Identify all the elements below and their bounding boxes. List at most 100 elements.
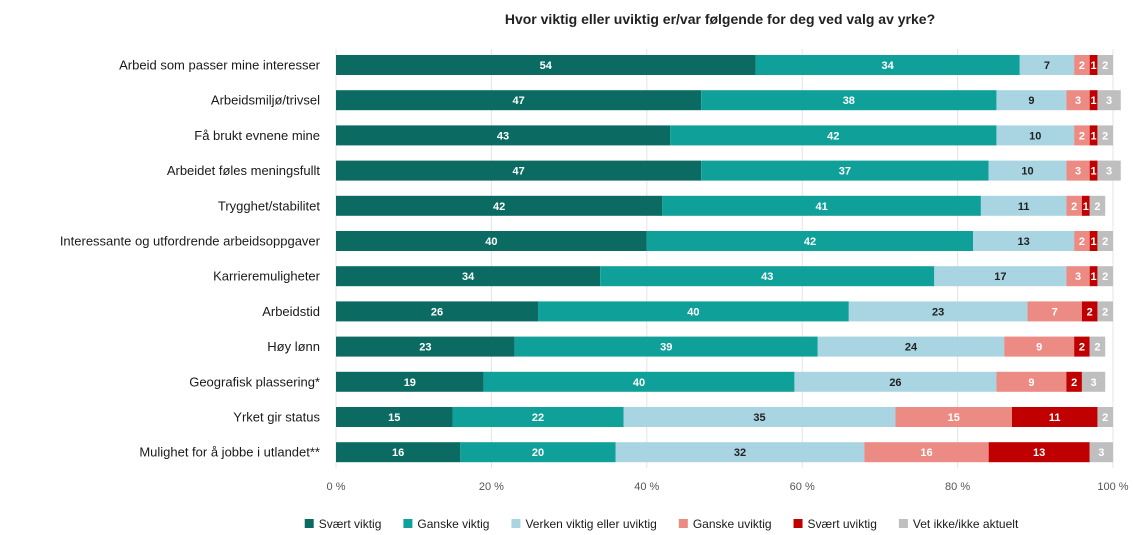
category-label: Interessante og utfordrende arbeidsoppga… (60, 234, 321, 249)
data-label: 38 (843, 95, 855, 107)
bar-segment (1097, 266, 1113, 287)
data-label: 20 (532, 447, 544, 459)
data-label: 9 (1028, 95, 1034, 107)
data-label: 47 (512, 95, 524, 107)
bar-segment (1066, 160, 1090, 181)
data-label: 43 (761, 271, 773, 283)
category-label: Geografisk plassering* (189, 374, 320, 389)
data-label: 1 (1091, 60, 1097, 72)
data-label: 3 (1098, 447, 1104, 459)
bar-segment (336, 336, 515, 357)
bar-segment (1081, 301, 1098, 322)
bar-segment (1097, 231, 1113, 251)
data-label: 43 (497, 130, 509, 142)
bar-segment (980, 195, 1067, 216)
data-label: 15 (388, 412, 400, 424)
category-label: Mulighet for å jobbe i utlandet** (139, 445, 320, 460)
bar-segment (646, 231, 974, 251)
bar-segment (1097, 160, 1121, 181)
data-label: 47 (512, 166, 524, 178)
data-label: 11 (1018, 201, 1030, 213)
data-label: 39 (660, 342, 672, 354)
data-label: 1 (1091, 130, 1097, 142)
category-label: Yrket gir status (233, 410, 320, 425)
bar-segment (1097, 407, 1113, 427)
data-label: 10 (1029, 130, 1041, 142)
data-label: 10 (1021, 166, 1033, 178)
data-label: 16 (392, 447, 404, 459)
bar-segment (336, 407, 453, 427)
bar-segment (996, 371, 1067, 392)
legend-label: Vet ikke/ikke aktuelt (913, 517, 1019, 531)
data-label: 3 (1106, 166, 1112, 178)
bar-segment (755, 55, 1020, 75)
data-label: 37 (839, 166, 851, 178)
bar-segment (336, 90, 702, 111)
bar-segment (1074, 125, 1090, 146)
data-label: 2 (1102, 60, 1108, 72)
category-label: Arbeidstid (262, 304, 320, 319)
data-label: 42 (804, 236, 816, 248)
bar-segment (1074, 336, 1090, 357)
data-label: 2 (1079, 60, 1085, 72)
data-label: 41 (816, 201, 828, 213)
bar-segment (1027, 301, 1082, 322)
data-label: 1 (1083, 201, 1089, 213)
bar-segment (1074, 231, 1090, 251)
bar-segment (794, 371, 997, 392)
data-label: 2 (1094, 201, 1100, 213)
bar-segment (817, 336, 1005, 357)
chart-title: Hvor viktig eller uviktig er/var følgend… (505, 11, 935, 27)
bar-segment (1066, 195, 1082, 216)
data-label: 1 (1091, 95, 1097, 107)
bar-segment (1081, 195, 1090, 216)
bar-segment (1011, 407, 1098, 427)
data-label: 2 (1071, 201, 1077, 213)
legend-swatch (511, 519, 521, 528)
bar-segment (336, 160, 702, 181)
bar-segment (895, 407, 1012, 427)
data-label: 15 (948, 412, 960, 424)
data-label: 40 (633, 377, 645, 389)
bar-segment (848, 301, 1028, 322)
data-label: 2 (1079, 236, 1085, 248)
data-label: 22 (532, 412, 544, 424)
data-label: 2 (1102, 271, 1108, 283)
legend-item: Vet ikke/ikke aktuelt (898, 517, 1019, 531)
bar-segment (1066, 266, 1090, 287)
bar-segment (1066, 371, 1082, 392)
bar-segment (1089, 266, 1098, 287)
data-label: 34 (462, 271, 475, 283)
bar-segment (973, 231, 1075, 251)
data-label: 2 (1087, 306, 1093, 318)
bar-segment (1089, 442, 1113, 463)
data-label: 40 (687, 306, 699, 318)
data-label: 23 (932, 306, 944, 318)
bar-segment (996, 125, 1075, 146)
legend-item: Svært viktig (304, 517, 381, 531)
legend-swatch (898, 519, 908, 528)
legend-swatch (793, 519, 803, 528)
bar-segment (864, 442, 989, 463)
bar-segment (336, 266, 601, 287)
legend-item: Ganske viktig (403, 517, 489, 531)
data-label: 1 (1091, 271, 1097, 283)
data-label: 2 (1102, 236, 1108, 248)
data-label: 3 (1075, 95, 1081, 107)
bar-segment (1089, 336, 1106, 357)
bar-segment (452, 407, 624, 427)
data-label: 1 (1091, 166, 1097, 178)
data-label: 11 (1049, 412, 1061, 424)
bar-segment (1089, 90, 1098, 111)
bar-segment (336, 231, 647, 251)
x-tick-label: 60 % (790, 481, 815, 493)
data-label: 26 (431, 306, 443, 318)
x-tick-label: 40 % (634, 481, 659, 493)
data-label: 54 (540, 60, 553, 72)
bar-segment (662, 195, 981, 216)
data-label: 19 (404, 377, 416, 389)
legend-item: Svært uviktig (793, 517, 877, 531)
legend: Svært viktig Ganske viktig Verken viktig e… (304, 517, 1019, 531)
data-label: 26 (889, 377, 901, 389)
